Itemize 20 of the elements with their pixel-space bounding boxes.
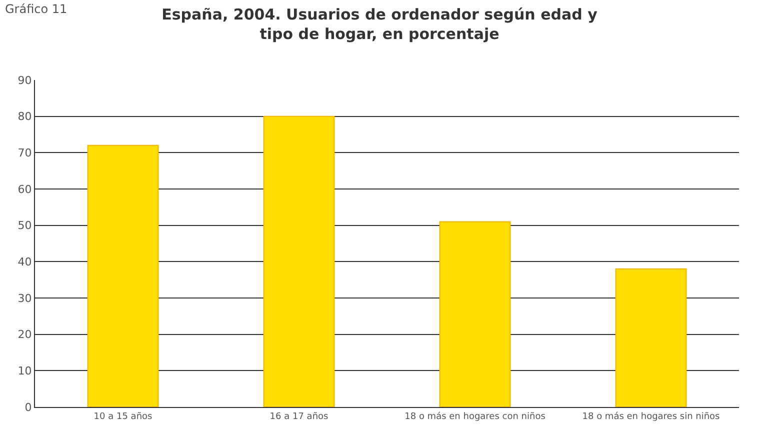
y-tick-label: 70 <box>18 146 32 160</box>
y-tick-label: 80 <box>18 110 32 124</box>
bar <box>87 144 159 407</box>
x-tick-label: 10 a 15 años <box>94 412 153 422</box>
y-tick-label: 90 <box>18 74 32 87</box>
y-tick-label: 40 <box>18 256 32 269</box>
bar <box>615 268 687 407</box>
x-tick-label: 16 a 17 años <box>270 412 329 422</box>
y-tick-label: 20 <box>18 328 32 342</box>
y-tick-label: 30 <box>18 292 32 305</box>
text: Gráfico 11 <box>5 2 68 16</box>
chart-title: España, 2004. Usuarios de ordenador según edad y tipo de hogar, en porcentaje <box>162 6 598 44</box>
y-tick-label: 50 <box>18 219 32 232</box>
y-tick-label: 10 <box>18 364 32 378</box>
bar <box>439 221 511 407</box>
x-tick-label: 18 o más en hogares sin niños <box>582 410 720 422</box>
y-tick-label: 0 <box>24 400 32 414</box>
bar <box>263 116 335 407</box>
x-tick-label: 18 o más en hogares con niños <box>404 410 546 422</box>
y-tick-label: 60 <box>18 182 32 196</box>
